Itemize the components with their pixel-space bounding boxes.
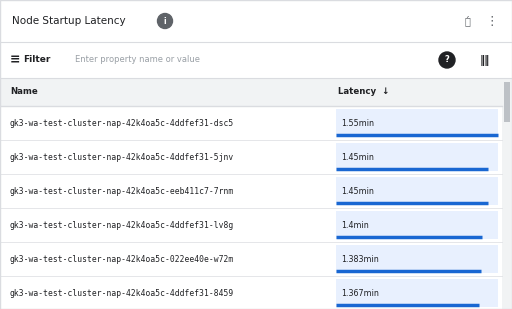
Text: Latency  ↓: Latency ↓ <box>338 87 389 96</box>
Bar <box>502 78 512 309</box>
Text: Name: Name <box>10 87 38 96</box>
Bar <box>0 78 502 106</box>
Text: ⫰́: ⫰́ <box>464 15 470 26</box>
Text: ‖‖: ‖‖ <box>480 54 490 66</box>
Text: ≡: ≡ <box>10 53 20 66</box>
Bar <box>0 0 512 42</box>
Text: i: i <box>164 16 166 26</box>
Text: 1.55min: 1.55min <box>341 118 374 128</box>
Text: 1.383min: 1.383min <box>341 255 379 264</box>
Bar <box>0 42 512 78</box>
Text: 1.4min: 1.4min <box>341 221 369 230</box>
Bar <box>336 211 498 239</box>
Text: 1.367min: 1.367min <box>341 289 379 298</box>
Text: gk3-wa-test-cluster-nap-42k4oa5c-eeb411c7-7rnm: gk3-wa-test-cluster-nap-42k4oa5c-eeb411c… <box>10 187 234 196</box>
Bar <box>504 82 510 122</box>
Bar <box>336 177 498 205</box>
Circle shape <box>158 14 173 28</box>
Text: Node Startup Latency: Node Startup Latency <box>12 16 125 26</box>
Text: 1.45min: 1.45min <box>341 153 374 162</box>
Text: gk3-wa-test-cluster-nap-42k4oa5c-4ddfef31-dsc5: gk3-wa-test-cluster-nap-42k4oa5c-4ddfef3… <box>10 118 234 128</box>
Bar <box>0 208 502 242</box>
Bar <box>336 143 498 171</box>
Text: ?: ? <box>444 56 450 65</box>
Text: gk3-wa-test-cluster-nap-42k4oa5c-022ee40e-w72m: gk3-wa-test-cluster-nap-42k4oa5c-022ee40… <box>10 255 234 264</box>
Text: gk3-wa-test-cluster-nap-42k4oa5c-4ddfef31-8459: gk3-wa-test-cluster-nap-42k4oa5c-4ddfef3… <box>10 289 234 298</box>
Text: ⋮: ⋮ <box>486 15 498 28</box>
Bar <box>0 106 502 140</box>
Text: Enter property name or value: Enter property name or value <box>75 56 200 65</box>
Text: gk3-wa-test-cluster-nap-42k4oa5c-4ddfef31-lv8g: gk3-wa-test-cluster-nap-42k4oa5c-4ddfef3… <box>10 221 234 230</box>
Bar <box>336 109 498 137</box>
Bar <box>0 174 502 208</box>
Text: gk3-wa-test-cluster-nap-42k4oa5c-4ddfef31-5jnv: gk3-wa-test-cluster-nap-42k4oa5c-4ddfef3… <box>10 153 234 162</box>
Circle shape <box>439 52 455 68</box>
Text: 1.45min: 1.45min <box>341 187 374 196</box>
Text: Filter: Filter <box>23 56 50 65</box>
Bar <box>0 276 502 309</box>
Bar <box>0 242 502 276</box>
Bar <box>336 279 498 307</box>
Bar <box>0 140 502 174</box>
Bar <box>336 245 498 273</box>
